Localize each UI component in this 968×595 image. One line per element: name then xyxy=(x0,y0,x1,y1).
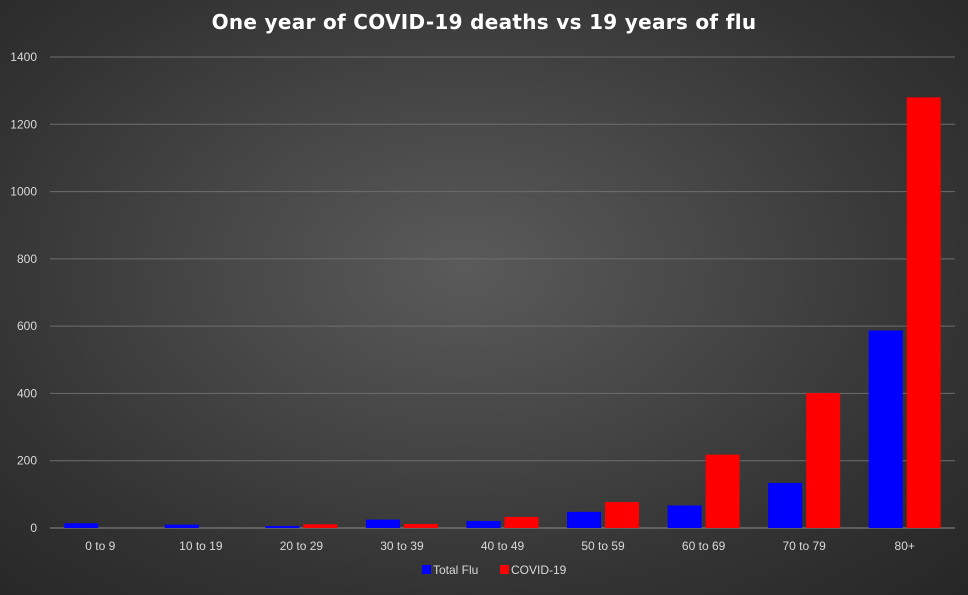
y-tick-label: 600 xyxy=(17,319,37,333)
y-tick-label: 800 xyxy=(17,252,37,266)
bars xyxy=(64,97,941,528)
bar-covid-19-2 xyxy=(303,524,338,528)
bar-total-flu-4 xyxy=(466,520,501,528)
x-tick-label: 20 to 29 xyxy=(280,539,324,553)
legend-swatch xyxy=(500,565,509,574)
y-tick-label: 0 xyxy=(30,521,37,535)
y-tick-label: 200 xyxy=(17,454,37,468)
bar-total-flu-2 xyxy=(265,525,300,528)
legend-swatch xyxy=(422,565,431,574)
y-tick-label: 1000 xyxy=(10,185,37,199)
bar-total-flu-6 xyxy=(667,505,702,528)
legend-label: COVID-19 xyxy=(511,563,567,577)
y-tick-label: 400 xyxy=(17,386,37,400)
bar-total-flu-3 xyxy=(365,519,400,528)
legend: Total Flu COVID-19 xyxy=(422,563,567,577)
x-tick-label: 0 to 9 xyxy=(85,539,115,553)
x-tick-label: 50 to 59 xyxy=(581,539,625,553)
x-tick-label: 10 to 19 xyxy=(179,539,223,553)
x-tick-label: 80+ xyxy=(895,539,915,553)
y-tick-label: 1400 xyxy=(10,50,37,64)
legend-label: Total Flu xyxy=(433,563,478,577)
bar-covid-19-7 xyxy=(806,393,841,528)
bar-total-flu-7 xyxy=(768,482,803,528)
bar-total-flu-0 xyxy=(64,523,99,528)
bar-total-flu-5 xyxy=(567,511,602,528)
bar-covid-19-5 xyxy=(605,502,640,528)
x-tick-label: 30 to 39 xyxy=(380,539,424,553)
chart-title: One year of COVID-19 deaths vs 19 years … xyxy=(211,10,757,34)
x-axis-ticks: 0 to 9 10 to 19 20 to 29 30 to 39 40 to 49 50… xyxy=(85,539,915,553)
y-tick-label: 1200 xyxy=(10,117,37,131)
y-axis-ticks: 0 200 400 600 800 1000 1200 1400 xyxy=(10,50,37,535)
bar-covid-19-6 xyxy=(705,454,740,528)
x-tick-label: 40 to 49 xyxy=(481,539,525,553)
x-tick-label: 70 to 79 xyxy=(782,539,826,553)
bar-covid-19-4 xyxy=(504,516,539,528)
x-tick-label: 60 to 69 xyxy=(682,539,726,553)
bar-covid-19-8 xyxy=(906,97,941,528)
bar-total-flu-8 xyxy=(868,330,903,528)
gridlines xyxy=(50,56,955,529)
bar-covid-19-3 xyxy=(403,523,438,528)
bar-total-flu-1 xyxy=(164,524,199,528)
